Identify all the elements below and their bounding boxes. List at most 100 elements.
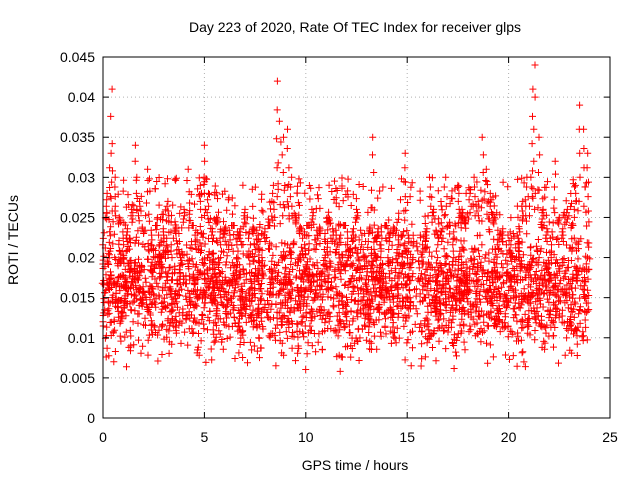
data-point	[245, 247, 253, 255]
data-point	[463, 263, 471, 271]
data-point	[179, 272, 187, 280]
data-point	[561, 273, 569, 281]
data-point	[258, 254, 266, 262]
data-point	[306, 195, 314, 203]
data-point	[218, 338, 226, 346]
data-point	[249, 256, 257, 264]
data-point	[543, 238, 551, 245]
data-point	[506, 228, 514, 236]
data-point	[246, 312, 254, 319]
data-point	[321, 230, 329, 237]
data-point	[542, 283, 550, 291]
data-point	[353, 215, 361, 223]
data-point	[205, 202, 213, 210]
x-axis-label: GPS time / hours	[302, 457, 409, 473]
data-point	[203, 267, 211, 275]
data-point	[585, 292, 593, 299]
data-point	[257, 262, 265, 270]
data-point	[332, 273, 340, 281]
data-point	[430, 327, 438, 335]
data-point	[492, 319, 499, 327]
data-point	[136, 262, 144, 270]
data-point	[490, 213, 498, 221]
data-point	[463, 280, 471, 288]
data-point	[207, 292, 215, 300]
x-tick-label: 10	[298, 429, 314, 445]
data-point	[127, 256, 135, 264]
data-point	[503, 260, 511, 268]
data-point	[425, 291, 433, 299]
data-point	[434, 316, 442, 324]
data-point	[325, 220, 333, 228]
data-point	[579, 285, 587, 293]
data-point	[121, 265, 129, 273]
data-point	[349, 317, 357, 325]
data-point	[342, 313, 350, 321]
data-point	[196, 181, 204, 189]
data-point	[382, 315, 389, 323]
data-point	[341, 282, 349, 289]
data-point	[551, 209, 559, 217]
data-point	[108, 178, 116, 186]
data-point	[167, 247, 175, 255]
data-point	[116, 273, 124, 280]
data-point	[489, 218, 497, 226]
data-point	[576, 294, 584, 302]
data-point	[434, 254, 442, 262]
data-point	[433, 278, 441, 286]
data-point	[354, 307, 362, 315]
data-point	[351, 284, 359, 292]
data-point	[162, 254, 169, 262]
data-point	[388, 241, 396, 249]
data-point	[131, 259, 139, 267]
data-point	[109, 298, 117, 306]
data-point	[450, 342, 458, 349]
data-point	[135, 336, 142, 344]
data-point	[342, 300, 349, 308]
data-point	[585, 178, 592, 186]
data-point	[312, 289, 320, 297]
data-point	[165, 212, 173, 220]
data-point	[343, 257, 351, 265]
data-point	[210, 234, 217, 242]
data-point	[131, 157, 139, 165]
data-point	[299, 329, 307, 337]
data-point	[563, 334, 571, 342]
data-point	[111, 183, 119, 191]
data-point	[584, 149, 592, 157]
data-point	[144, 177, 152, 184]
data-point	[499, 264, 507, 272]
data-point	[273, 321, 281, 329]
data-point	[344, 193, 352, 201]
data-point	[532, 268, 540, 275]
data-point	[480, 311, 488, 319]
data-point	[275, 117, 283, 125]
data-point	[147, 226, 155, 234]
data-point	[216, 315, 224, 323]
data-point	[352, 334, 360, 342]
data-point	[531, 93, 539, 101]
data-point	[324, 226, 332, 234]
data-point	[235, 349, 243, 357]
data-point	[271, 332, 279, 340]
data-point	[253, 324, 261, 332]
data-point	[553, 269, 561, 277]
data-point	[123, 363, 130, 371]
data-point	[364, 208, 372, 216]
data-point	[148, 283, 156, 291]
data-point	[459, 209, 467, 217]
data-point	[213, 213, 221, 221]
data-point	[178, 319, 186, 327]
data-point	[329, 285, 337, 292]
data-point	[285, 164, 293, 172]
data-point	[435, 337, 443, 345]
data-point	[446, 308, 454, 316]
data-point	[286, 247, 293, 255]
data-point	[312, 348, 320, 356]
data-point	[103, 189, 111, 197]
data-point	[278, 349, 286, 357]
data-point	[335, 266, 343, 274]
data-point	[512, 292, 520, 300]
y-tick-label: 0.04	[68, 89, 95, 105]
data-point	[288, 212, 296, 220]
